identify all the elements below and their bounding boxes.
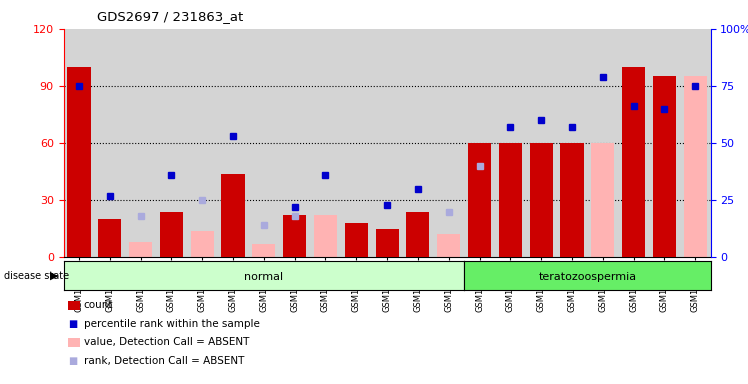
Bar	[129, 242, 152, 257]
Bar	[618, 29, 649, 257]
Bar	[653, 76, 676, 257]
Bar	[218, 29, 248, 257]
Bar	[526, 29, 557, 257]
Bar	[499, 143, 522, 257]
Bar	[345, 234, 368, 257]
Bar	[125, 29, 156, 257]
Text: rank, Detection Call = ABSENT: rank, Detection Call = ABSENT	[84, 356, 244, 366]
Text: ■: ■	[68, 356, 77, 366]
Bar	[283, 215, 306, 257]
Bar	[402, 29, 433, 257]
Text: GDS2697 / 231863_at: GDS2697 / 231863_at	[97, 10, 244, 23]
Bar	[560, 143, 583, 257]
Bar	[156, 29, 187, 257]
Text: teratozoospermia: teratozoospermia	[539, 272, 637, 282]
Bar	[684, 76, 707, 257]
Bar	[591, 143, 614, 257]
Text: value, Detection Call = ABSENT: value, Detection Call = ABSENT	[84, 337, 249, 347]
Bar	[557, 29, 587, 257]
Text: ▶: ▶	[50, 270, 58, 281]
Bar	[94, 29, 125, 257]
Bar	[314, 215, 337, 257]
Bar	[680, 29, 711, 257]
Bar	[279, 29, 310, 257]
Bar	[64, 29, 94, 257]
Bar	[98, 219, 121, 257]
Bar	[530, 143, 553, 257]
Bar	[622, 67, 645, 257]
Bar	[649, 29, 680, 257]
Bar	[464, 29, 495, 257]
Bar	[310, 29, 341, 257]
Bar	[406, 212, 429, 257]
Bar	[67, 67, 91, 257]
Bar	[187, 29, 218, 257]
Bar	[433, 29, 464, 257]
Bar	[160, 212, 183, 257]
Bar	[375, 229, 399, 257]
Bar	[345, 223, 368, 257]
Bar	[495, 29, 526, 257]
Text: ■: ■	[68, 319, 77, 329]
Bar	[221, 174, 245, 257]
Bar	[468, 143, 491, 257]
Text: disease state: disease state	[4, 270, 69, 281]
Bar	[191, 231, 214, 257]
Text: percentile rank within the sample: percentile rank within the sample	[84, 319, 260, 329]
Text: normal: normal	[245, 272, 283, 282]
Text: count: count	[84, 300, 113, 310]
Bar	[587, 29, 618, 257]
Bar	[341, 29, 372, 257]
Bar	[372, 29, 402, 257]
Bar	[252, 244, 275, 257]
Bar	[248, 29, 279, 257]
Bar	[437, 234, 460, 257]
